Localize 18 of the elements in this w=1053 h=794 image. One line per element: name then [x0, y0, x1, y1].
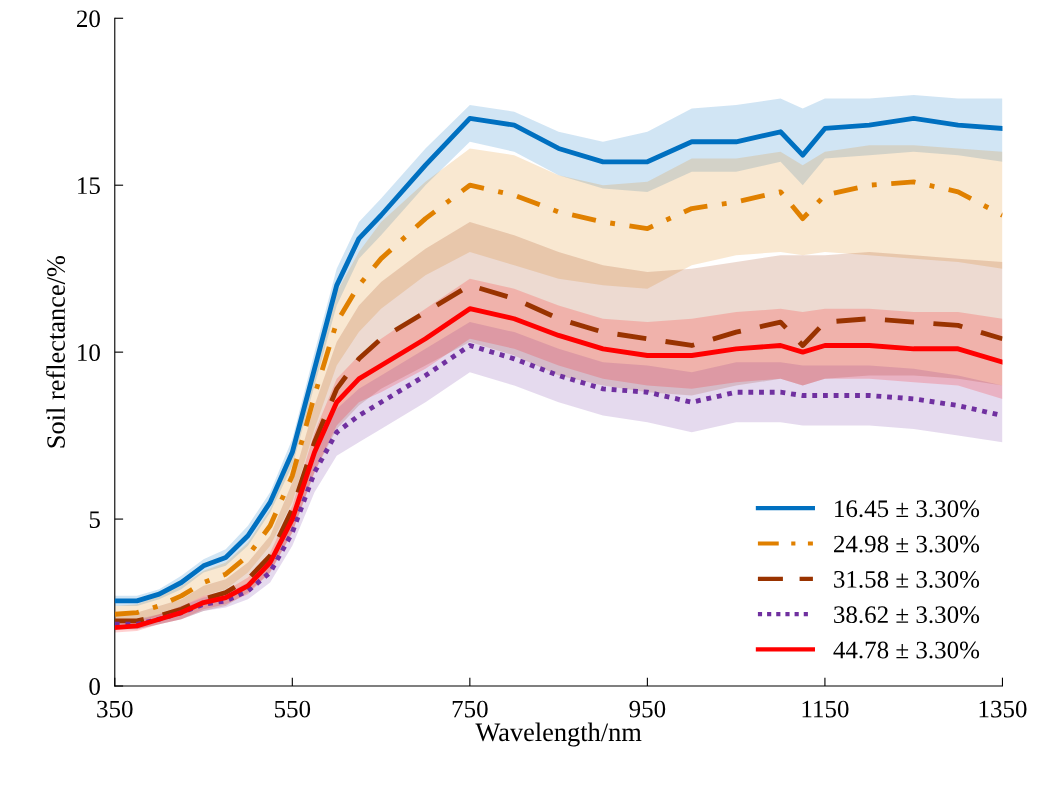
legend-label: 24.98 ± 3.30%: [834, 535, 980, 553]
legend-label: 31.58 ± 3.30%: [834, 570, 980, 588]
x-tick-label: 1350: [979, 700, 1027, 718]
x-axis-title: Wavelength/nm: [475, 722, 642, 747]
y-tick-label: 15: [78, 177, 100, 195]
legend-label: 44.78 ± 3.30%: [833, 641, 980, 659]
x-tick-label: 1150: [802, 700, 849, 718]
y-tick-label: 5: [89, 511, 100, 528]
legend-label: 38.62 ± 3.30%: [834, 606, 980, 624]
x-tick-label: 550: [275, 700, 311, 718]
y-tick-label: 10: [78, 344, 100, 362]
x-tick-label: 350: [97, 700, 133, 718]
x-tick-label: 750: [452, 700, 488, 718]
x-tick-label: 950: [629, 700, 666, 718]
y-tick-label: 0: [89, 678, 100, 695]
y-tick-label: 20: [76, 10, 100, 28]
y-axis-title: Soil reflectance/%: [46, 255, 66, 448]
legend-label: 16.45 ± 3.30%: [835, 500, 980, 518]
